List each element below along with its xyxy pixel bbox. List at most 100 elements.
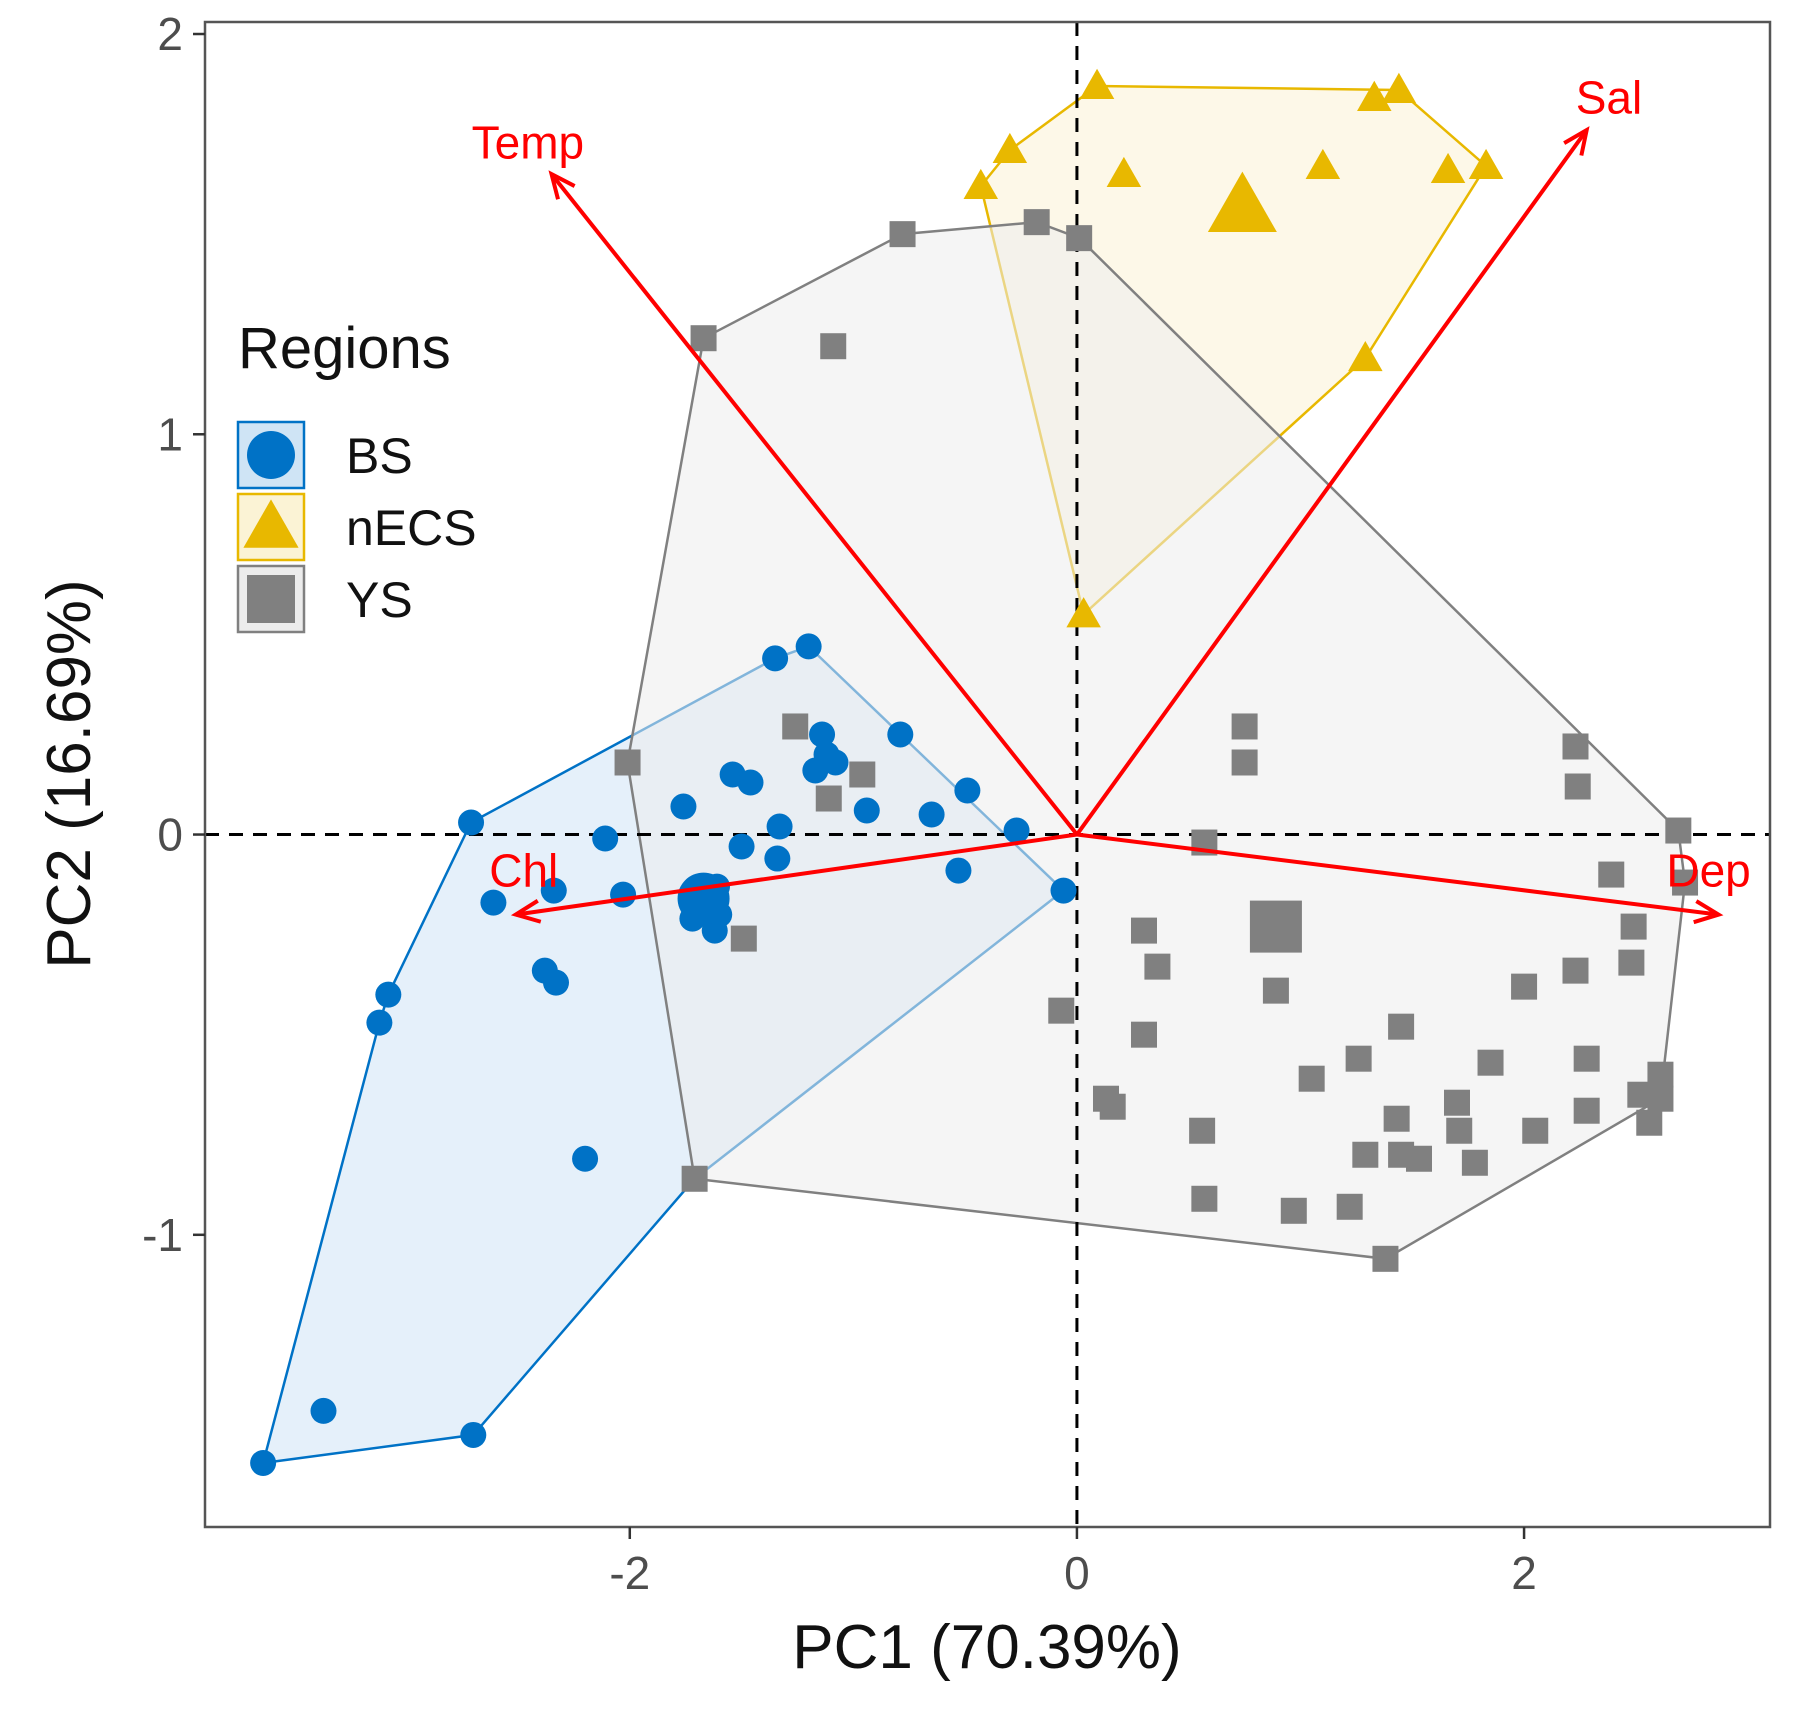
- point-ys: [1280, 1197, 1307, 1224]
- point-ys: [1618, 949, 1645, 976]
- point-ys: [1345, 1045, 1372, 1072]
- point-bs: [480, 889, 507, 916]
- point-ys: [1023, 209, 1050, 236]
- point-bs: [540, 877, 567, 904]
- legend-title: Regions: [238, 316, 451, 381]
- point-ys: [1099, 1093, 1126, 1120]
- point-necs: [1468, 148, 1504, 180]
- centroid-bs: [677, 872, 730, 925]
- axes: -2 0 2 -1 0 1 2: [142, 8, 1537, 1599]
- reference-lines: [205, 22, 1770, 1527]
- point-bs: [460, 1421, 487, 1448]
- point-necs: [992, 132, 1028, 164]
- point-ys: [681, 1165, 708, 1192]
- point-ys: [1562, 957, 1589, 984]
- point-ys: [1672, 869, 1699, 896]
- loading-arrowhead-sal: [1563, 126, 1590, 156]
- point-ys: [730, 925, 757, 952]
- point-bs: [853, 797, 880, 824]
- loading-arrow-sal: [1075, 128, 1589, 836]
- loading-arrowhead-chl: [510, 899, 542, 924]
- loading-label-sal: Sal: [1576, 71, 1642, 123]
- point-bs: [592, 825, 619, 852]
- legend-label-bs: BS: [346, 428, 413, 484]
- point-ys: [815, 785, 842, 812]
- point-ys: [1372, 1245, 1399, 1272]
- x-axis-label: PC1 (70.39%): [792, 1613, 1181, 1682]
- point-ys: [1191, 1185, 1218, 1212]
- point-ys: [1066, 225, 1093, 252]
- point-necs: [1305, 148, 1341, 180]
- legend-key-ys: [236, 564, 306, 634]
- point-ys: [1573, 1045, 1600, 1072]
- legend: Regions BS nECS YS: [236, 316, 477, 634]
- x-tick-label: 2: [1511, 1547, 1537, 1599]
- loading-vectors: Temp Sal Chl Dep: [472, 71, 1751, 925]
- point-necs: [1357, 80, 1392, 111]
- point-bs: [737, 769, 764, 796]
- series-bs: [250, 633, 1077, 1476]
- point-ys: [1573, 1097, 1600, 1124]
- y-tick-label: 2: [157, 8, 183, 60]
- x-tick-label: -2: [609, 1547, 650, 1599]
- point-bs: [375, 981, 402, 1008]
- data-points: [250, 68, 1699, 1476]
- legend-marker-necs: [243, 499, 299, 548]
- loading-arrowhead-temp: [548, 170, 576, 200]
- loading-label-dep: Dep: [1666, 845, 1750, 897]
- point-bs: [766, 813, 793, 840]
- point-ys: [1383, 1105, 1410, 1132]
- legend-marker-ys: [247, 575, 295, 623]
- loading-arrow-temp: [549, 172, 1079, 836]
- point-necs: [1079, 68, 1115, 99]
- point-ys: [1048, 997, 1075, 1024]
- point-bs: [543, 969, 570, 996]
- point-bs: [610, 881, 637, 908]
- point-bs: [762, 645, 789, 672]
- point-ys: [1564, 773, 1591, 800]
- point-bs: [813, 741, 840, 768]
- loading-arrowhead-dep: [1693, 899, 1724, 925]
- convex-hulls: [261, 84, 1687, 1465]
- legend-label-ys: YS: [346, 572, 413, 628]
- point-necs: [963, 168, 999, 200]
- legend-label-necs: nECS: [346, 500, 477, 556]
- point-bs: [728, 833, 755, 860]
- point-ys: [1598, 861, 1625, 888]
- point-ys: [1620, 913, 1647, 940]
- point-ys: [1388, 1013, 1415, 1040]
- point-ys: [1298, 1065, 1325, 1092]
- point-ys: [1647, 1085, 1674, 1112]
- point-ys: [849, 761, 876, 788]
- point-bs: [1003, 817, 1030, 844]
- y-axis-label: PC2 (16.69%): [35, 579, 104, 968]
- point-bs: [310, 1397, 337, 1424]
- loading-arrow-dep: [1076, 832, 1719, 917]
- point-ys: [1636, 1109, 1663, 1136]
- point-ys: [1131, 917, 1157, 944]
- point-ys: [1405, 1145, 1432, 1172]
- x-tick-label: 0: [1064, 1547, 1090, 1599]
- point-ys: [1444, 1089, 1470, 1116]
- point-necs: [1066, 597, 1101, 628]
- series-ys: [614, 209, 1699, 1272]
- loading-label-chl: Chl: [489, 845, 558, 897]
- point-ys: [1231, 713, 1258, 740]
- point-ys: [1131, 1021, 1157, 1048]
- point-bs: [670, 793, 697, 820]
- panel-border: [203, 20, 1772, 1529]
- point-necs: [1430, 152, 1466, 184]
- point-bs: [366, 1009, 393, 1036]
- point-bs: [1050, 877, 1077, 904]
- point-ys: [1665, 817, 1692, 844]
- point-bs: [764, 845, 791, 872]
- point-ys: [1446, 1117, 1473, 1144]
- point-ys: [889, 221, 916, 248]
- point-bs: [918, 801, 945, 828]
- centroid-necs: [1207, 171, 1277, 232]
- point-ys: [1352, 1141, 1379, 1168]
- point-ys: [1189, 1117, 1216, 1144]
- point-ys: [1231, 749, 1258, 776]
- point-necs: [1106, 156, 1142, 188]
